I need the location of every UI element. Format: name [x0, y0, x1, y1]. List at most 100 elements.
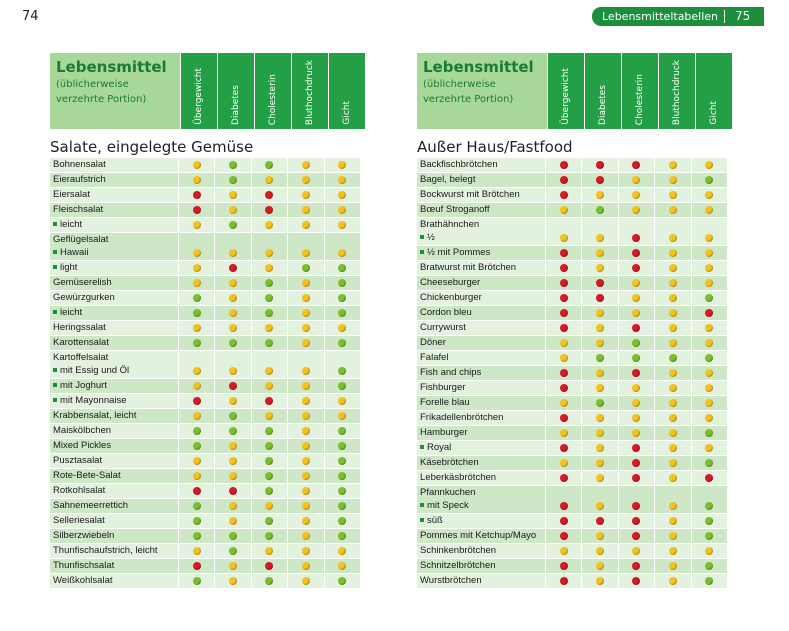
rating-cell-bluthochdruck [288, 188, 324, 203]
traffic-light-dot-icon [559, 161, 568, 169]
traffic-light-dot-icon [632, 369, 641, 377]
traffic-light-dot-icon [265, 487, 274, 495]
rating-cell-uebergewicht [178, 291, 215, 306]
food-name: Kartoffelsalat [53, 351, 178, 364]
rating-cell-gicht [324, 379, 360, 394]
traffic-light-dot-icon [559, 474, 568, 482]
food-name-cell: Currywurst [417, 321, 545, 336]
traffic-light-dot-icon [705, 176, 714, 184]
rating-cell-cholesterin [618, 544, 655, 559]
food-name-cell: Schinkenbrötchen [417, 544, 545, 559]
traffic-light-dot-icon [338, 324, 347, 332]
rating-cell-uebergewicht [178, 409, 215, 424]
food-name-text: süß [427, 515, 443, 526]
traffic-light-dot-icon [338, 161, 347, 169]
rating-cell-uebergewicht [545, 336, 582, 351]
rating-cell-cholesterin [618, 396, 655, 411]
food-name: Fleischsalat [53, 203, 178, 217]
food-name: Rotkohlsalat [53, 484, 178, 498]
food-name-text: Backfischbrötchen [420, 159, 498, 170]
rating-cell-gicht [691, 321, 727, 336]
header-title: Lebensmittel [56, 58, 167, 76]
rating-cell-uebergewicht [545, 456, 582, 471]
traffic-light-dot-icon [632, 294, 641, 302]
traffic-light-dot-icon [192, 176, 201, 184]
traffic-light-dot-icon [596, 532, 605, 540]
food-name-text: ½ mit Pommes [427, 247, 491, 258]
rating-cell-cholesterin [251, 351, 288, 379]
food-name: leicht [53, 306, 178, 320]
traffic-light-dot-icon [559, 309, 568, 317]
traffic-light-dot-icon [265, 442, 274, 450]
traffic-light-dot-icon [596, 264, 605, 272]
traffic-light-dot-icon [596, 206, 605, 214]
rating-cell-uebergewicht [545, 306, 582, 321]
bullet-icon [53, 398, 57, 403]
traffic-light-dot-icon [705, 324, 714, 332]
traffic-light-dot-icon [338, 294, 347, 302]
traffic-light-dot-icon [265, 309, 274, 317]
traffic-light-dot-icon [705, 547, 714, 555]
food-name: mit Mayonnaise [53, 394, 178, 408]
traffic-light-dot-icon [596, 502, 605, 510]
table-header: Lebensmittel (üblicherweise verzehrte Po… [50, 53, 365, 129]
rating-cell-bluthochdruck [655, 188, 691, 203]
traffic-light-dot-icon [596, 309, 605, 317]
rating-cell-cholesterin [251, 529, 288, 544]
header-col-label: Bluthochdruck [305, 59, 315, 125]
traffic-light-dot-icon [301, 487, 310, 495]
bullet-icon [53, 265, 57, 270]
traffic-light-dot-icon [229, 382, 238, 390]
table-row: Bratwurst mit Brötchen [417, 261, 727, 276]
rating-cell-diabetes [582, 574, 618, 589]
rating-cell-uebergewicht [545, 188, 582, 203]
rating-cell-cholesterin [618, 336, 655, 351]
rating-cell-cholesterin [251, 394, 288, 409]
traffic-light-dot-icon [705, 339, 714, 347]
rating-cell-diabetes [582, 173, 618, 188]
rating-cell-diabetes [215, 544, 251, 559]
food-name-text: Brathähnchen [420, 219, 480, 230]
rating-cell-uebergewicht [545, 574, 582, 589]
rating-cell-bluthochdruck [288, 158, 324, 173]
food-name-cell: Gemüserelish [50, 276, 178, 291]
traffic-light-dot-icon [559, 191, 568, 199]
food-name: Forelle blau [420, 396, 545, 410]
table-row: Schnitzelbrötchen [417, 559, 727, 574]
traffic-light-dot-icon [632, 339, 641, 347]
traffic-light-dot-icon [632, 502, 641, 510]
table-row: Döner [417, 336, 727, 351]
traffic-light-dot-icon [301, 324, 310, 332]
food-name-cell: ½ mit Pommes [417, 246, 545, 261]
traffic-light-dot-icon [265, 294, 274, 302]
rating-cell-diabetes [582, 559, 618, 574]
rating-cell-bluthochdruck [655, 306, 691, 321]
rating-cell-diabetes [215, 306, 251, 321]
header-col-cholesterin: Cholesterin [255, 53, 291, 129]
rating-cell-uebergewicht [178, 499, 215, 514]
traffic-light-dot-icon [265, 532, 274, 540]
food-name-cell: Pusztasalat [50, 454, 178, 469]
rating-cell-cholesterin [251, 188, 288, 203]
food-name-text: Thunfischaufstrich, leicht [53, 545, 158, 556]
traffic-light-dot-icon [265, 191, 274, 199]
rating-cell-diabetes [215, 158, 251, 173]
rating-cell-bluthochdruck [288, 439, 324, 454]
traffic-light-dot-icon [668, 547, 677, 555]
food-name-cell: Bœuf Stroganoff [417, 203, 545, 218]
food-name-cell: Heringssalat [50, 321, 178, 336]
traffic-light-dot-icon [338, 221, 347, 229]
rating-cell-gicht [324, 514, 360, 529]
traffic-light-dot-icon [192, 517, 201, 525]
rating-cell-diabetes [215, 218, 251, 233]
rating-cell-diabetes [215, 439, 251, 454]
traffic-light-dot-icon [559, 517, 568, 525]
rating-cell-gicht [324, 306, 360, 321]
rating-cell-bluthochdruck [288, 574, 324, 589]
food-name-cell: Eieraufstrich [50, 173, 178, 188]
traffic-light-dot-icon [632, 547, 641, 555]
traffic-light-dot-icon [192, 249, 201, 257]
rating-cell-gicht [691, 486, 727, 514]
food-name: Chickenburger [420, 291, 545, 305]
header-col-uebergewicht: Übergewicht [181, 53, 217, 129]
